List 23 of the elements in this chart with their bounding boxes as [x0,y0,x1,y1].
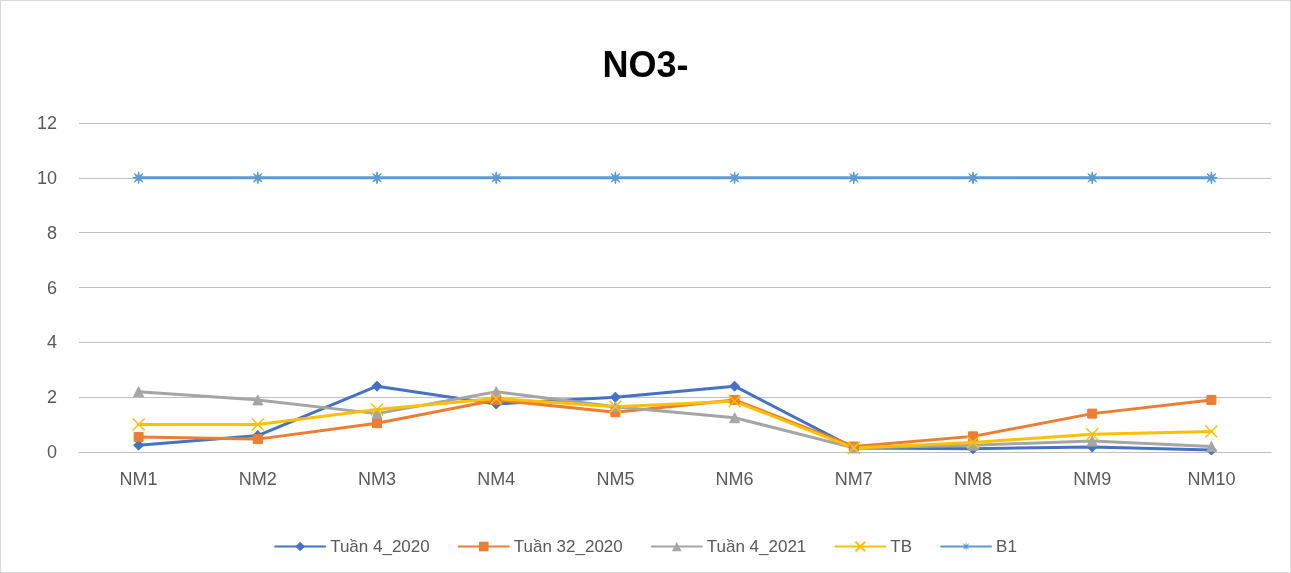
x-tick-label: NM9 [1073,469,1112,489]
x-tick-label: NM6 [715,469,754,489]
y-tick-label: 8 [46,222,57,243]
x-tick-label: NM10 [1187,469,1236,489]
x-tick-label: NM1 [119,469,158,489]
x-tick-label: NM5 [596,469,635,489]
x-tick-label: NM3 [357,469,397,489]
x-tick-label: NM4 [477,469,516,489]
legend-label: TB [890,537,913,556]
x-tick-label: NM7 [834,469,873,489]
y-tick-label: 2 [46,387,57,408]
legend-label: Tuần 4_2021 [706,537,807,556]
y-tick-label: 0 [46,442,57,462]
y-tick-label: 12 [36,113,57,133]
legend-label: Tuần 4_2020 [330,537,430,556]
y-tick-label: 4 [46,332,57,353]
legend-label: Tuần 32_2020 [513,537,623,556]
x-tick-label: NM8 [953,469,993,489]
y-tick-label: 6 [46,277,57,298]
chart-title: NO3- [602,43,689,85]
x-tick-label: NM2 [238,469,277,489]
y-tick-label: 10 [36,167,57,188]
legend-label: B1 [996,537,1017,556]
